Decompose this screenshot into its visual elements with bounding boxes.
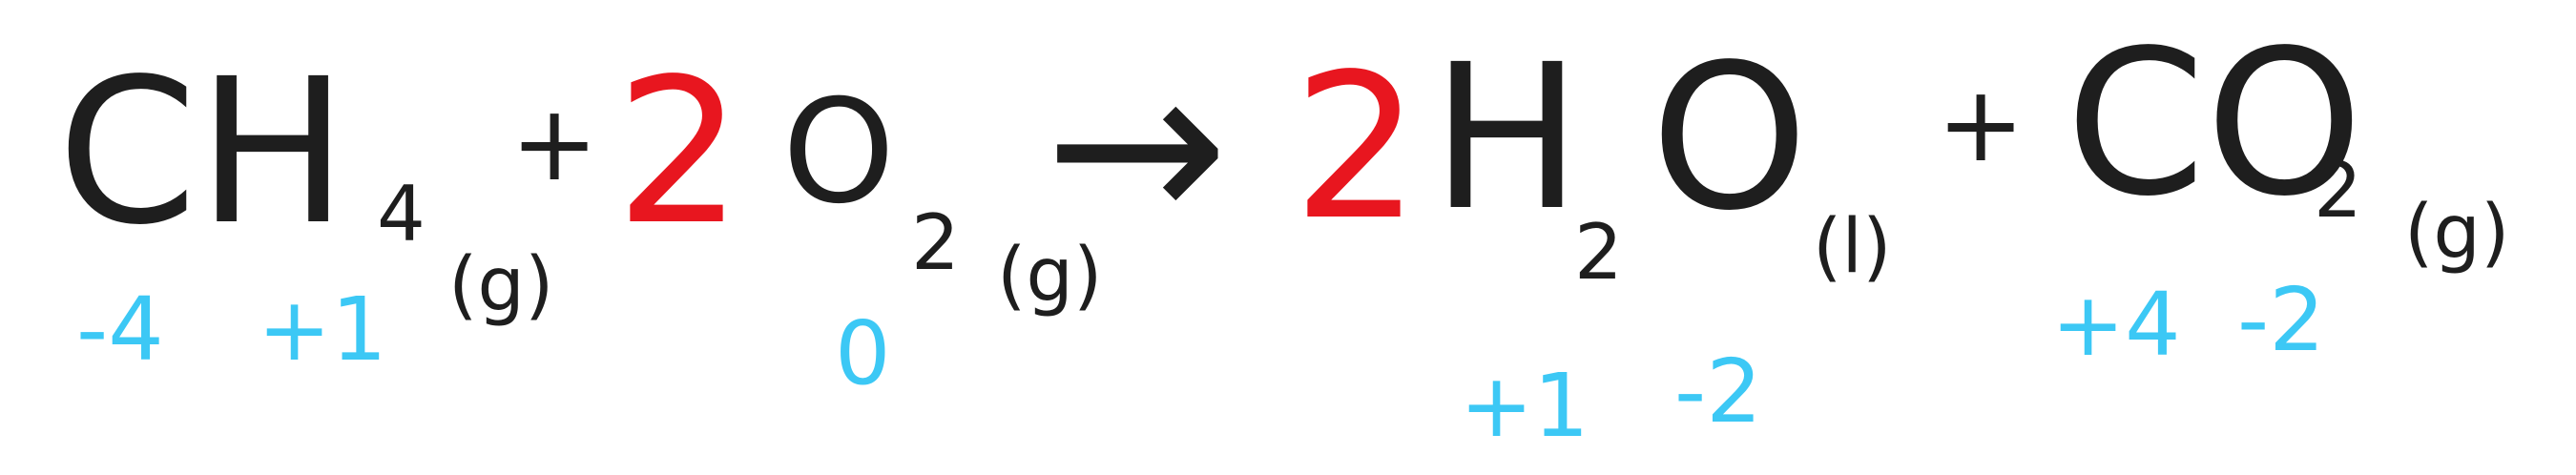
- oxygen-state: (g): [997, 233, 1103, 319]
- carbon-dioxide-subscript: 2: [2314, 146, 2362, 235]
- plus-sign-2: +: [1937, 63, 2025, 185]
- ox-number-oxygen-carbon-dioxide: -2: [2237, 269, 2325, 371]
- methane-state: (g): [448, 242, 554, 328]
- methane-formula: CH: [57, 35, 348, 269]
- ox-number-hydrogen-water: +1: [1460, 355, 1589, 457]
- reaction-arrow: →: [1045, 20, 1229, 275]
- water-state: (l): [1813, 204, 1892, 290]
- plus-sign: +: [510, 82, 599, 204]
- oxygen-formula: O: [782, 70, 896, 236]
- ox-number-carbon-dioxide: +4: [2051, 274, 2181, 376]
- ox-number-hydrogen-methane: +1: [258, 279, 387, 381]
- water-hydrogen: H: [1431, 21, 1582, 255]
- carbon-dioxide-formula: CO: [2066, 7, 2363, 240]
- water-subscript: 2: [1574, 208, 1623, 297]
- ox-number-oxygen-water: -2: [1674, 341, 1762, 443]
- water-oxygen: O: [1651, 21, 1809, 255]
- ox-number-carbon-methane: -4: [76, 279, 164, 381]
- ox-number-oxygen-reactant: 0: [835, 302, 891, 404]
- oxygen-subscript: 2: [911, 198, 960, 287]
- water-coefficient: 2: [1293, 31, 1421, 264]
- carbon-dioxide-state: (g): [2404, 190, 2510, 276]
- methane-subscript: 4: [377, 170, 426, 258]
- oxygen-coefficient: 2: [615, 35, 743, 269]
